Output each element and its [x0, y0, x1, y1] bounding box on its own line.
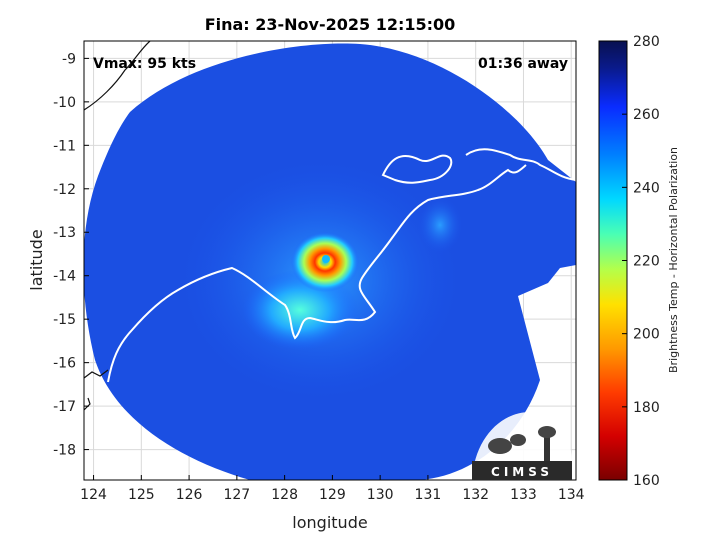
y-tick-label: -13	[53, 225, 76, 241]
x-tick-label: 124	[80, 487, 107, 503]
y-tick-label: -11	[53, 138, 76, 154]
y-tick-label: -17	[53, 399, 76, 415]
logo-text: CIMSS	[491, 465, 553, 479]
y-tick-label: -15	[53, 312, 76, 328]
x-axis-label: longitude	[292, 513, 367, 532]
y-tick-label: -9	[62, 51, 76, 67]
y-axis-label: latitude	[27, 229, 46, 290]
x-tick-label: 134	[558, 487, 585, 503]
figure-title: Fina: 23-Nov-2025 12:15:00	[205, 15, 456, 34]
x-tick-label: 133	[510, 487, 537, 503]
x-tick-label: 125	[128, 487, 155, 503]
coastline-island-b	[465, 148, 576, 181]
satellite-dish-icon-small	[510, 434, 526, 446]
satellite-dish-icon	[488, 438, 512, 454]
colorbar-tick-label: 260	[633, 107, 660, 123]
storm-eye	[322, 255, 330, 263]
colorbar-tick-label: 200	[633, 327, 660, 343]
colorbar-tick-label: 220	[633, 254, 660, 270]
tower-icon	[544, 436, 550, 462]
colorbar-tick-label: 160	[633, 473, 660, 489]
plot-frame	[83, 40, 577, 481]
x-tick-label: 131	[415, 487, 442, 503]
colorbar-tick-label: 280	[633, 34, 660, 50]
colorbar-label: Brightness Temp - Horizontal Polarizatio…	[667, 147, 680, 373]
x-axis: 124 125 126 127 128 129 130 131 132 133 134	[80, 475, 585, 503]
brightness-temperature-swath	[84, 43, 576, 480]
y-tick-label: -16	[53, 356, 76, 372]
y-tick-label: -14	[53, 269, 76, 285]
x-tick-label: 132	[462, 487, 489, 503]
x-tick-label: 129	[319, 487, 346, 503]
y-tick-label: -10	[53, 95, 76, 111]
colorbar-ticks: 280 260 240 220 200 180 160	[622, 34, 660, 489]
x-tick-label: 130	[367, 487, 394, 503]
coastline-north	[84, 41, 151, 111]
colorbar-tick-label: 240	[633, 180, 660, 196]
y-axis: -9 -10 -11 -12 -13 -14 -15 -16 -17 -18	[53, 51, 89, 459]
y-tick-label: -18	[53, 443, 76, 459]
eta-annotation: 01:36 away	[478, 56, 568, 72]
vmax-annotation: Vmax: 95 kts	[93, 56, 196, 72]
y-tick-label: -12	[53, 182, 76, 198]
colorbar-tick-label: 180	[633, 400, 660, 416]
coastline-island-a	[381, 154, 453, 184]
x-tick-label: 128	[271, 487, 298, 503]
coastline-mainland	[107, 164, 527, 383]
x-tick-label: 127	[223, 487, 250, 503]
x-tick-label: 126	[176, 487, 203, 503]
colorbar: 280 260 240 220 200 180 160 Brightness Temp - …	[598, 34, 680, 489]
logo-banner	[472, 461, 572, 480]
rainband-east	[418, 197, 462, 253]
coastlines	[84, 41, 576, 411]
coastline-southwest	[84, 397, 91, 411]
coastline-west	[84, 369, 109, 379]
cimss-logo: CIMSS	[472, 412, 572, 480]
water-tank-icon	[538, 426, 556, 438]
